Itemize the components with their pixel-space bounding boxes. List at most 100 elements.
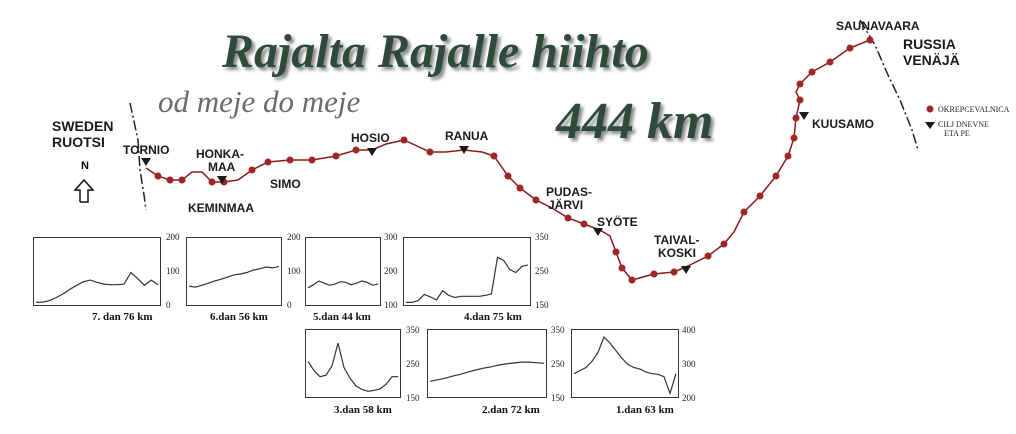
tick-label: 0 bbox=[166, 300, 171, 310]
elevation-line bbox=[35, 271, 159, 303]
country-label-russia: RUSSIA VENÄJÄ bbox=[903, 36, 960, 68]
checkpoint-dot bbox=[784, 152, 792, 160]
tick-label: 200 bbox=[287, 232, 301, 242]
elevation-profile bbox=[573, 336, 677, 396]
checkpoint-dot bbox=[618, 264, 626, 272]
place-honkamaa-line2: MAA bbox=[208, 160, 236, 174]
stage-end-group bbox=[141, 112, 809, 274]
tick-label: 100 bbox=[384, 300, 398, 310]
checkpoint-dot bbox=[332, 152, 340, 160]
stage-end-marker bbox=[217, 176, 227, 184]
elevation-line bbox=[406, 256, 529, 304]
page-title: Rajalta Rajalle hiihto bbox=[222, 25, 649, 78]
tick-label: 350 bbox=[406, 325, 420, 335]
elevation-profile bbox=[406, 256, 529, 304]
elevation-profile bbox=[35, 271, 159, 303]
elevation-panel-day1 bbox=[571, 329, 679, 398]
north-arrow bbox=[73, 178, 95, 203]
elevation-panel-day7 bbox=[33, 237, 161, 306]
checkpoint-dot bbox=[178, 176, 186, 184]
stage-label-day5: 5.dan 44 km bbox=[313, 311, 371, 323]
tick-label: 150 bbox=[535, 300, 549, 310]
place-taivalkoski-line2: KOSKI bbox=[658, 246, 697, 260]
sweden-border bbox=[129, 102, 147, 211]
tick-label: 250 bbox=[406, 359, 420, 369]
stage-label-day7: 7. dan 76 km bbox=[92, 311, 153, 323]
checkpoint-dot bbox=[426, 148, 434, 156]
checkpoint-dot bbox=[286, 156, 294, 164]
country-label-sweden: SWEDEN RUOTSI bbox=[52, 118, 113, 150]
checkpoint-dot bbox=[846, 44, 854, 52]
legend-stage-end-line2: ETA PE bbox=[944, 129, 970, 138]
country-name-ruotsi: RUOTSI bbox=[52, 134, 105, 150]
tick-label: 200 bbox=[166, 232, 180, 242]
elevation-panel-day4 bbox=[403, 237, 531, 306]
place-syote: SYÖTE bbox=[597, 215, 638, 229]
page-subtitle: od meje do meje bbox=[158, 84, 361, 119]
elevation-profile bbox=[188, 265, 280, 288]
stage-end-marker bbox=[141, 158, 151, 166]
place-simo: SIMO bbox=[270, 177, 301, 191]
elevation-panel-day5 bbox=[305, 237, 381, 306]
checkpoint-dot bbox=[796, 80, 804, 88]
stage-label-day6: 6.dan 56 km bbox=[210, 311, 268, 323]
checkpoint-dot bbox=[628, 276, 636, 284]
place-saunavaara: SAUNAVAARA bbox=[836, 19, 920, 33]
north-label: N bbox=[81, 160, 89, 172]
stage-label-day4: 4.dan 75 km bbox=[464, 311, 522, 323]
stage-label-day2: 2.dan 72 km bbox=[482, 404, 540, 416]
tick-label: 150 bbox=[551, 393, 565, 403]
stage-end-marker bbox=[459, 146, 469, 154]
tick-label: 300 bbox=[384, 232, 398, 242]
place-keminmaa: KEMINMAA bbox=[188, 201, 254, 215]
place-taivalkoski-line1: TAIVAL- bbox=[654, 233, 700, 247]
place-kuusamo: KUUSAMO bbox=[812, 117, 874, 131]
checkpoint-dot bbox=[720, 240, 728, 248]
tick-label: 150 bbox=[406, 393, 420, 403]
checkpoint-dot bbox=[248, 166, 256, 174]
checkpoint-dot bbox=[166, 176, 174, 184]
elevation-panel-day2 bbox=[427, 329, 547, 398]
legend-stage-end-line1: CILJ DNEVNE bbox=[938, 120, 989, 129]
tick-label: 400 bbox=[682, 325, 696, 335]
stage-end-marker bbox=[367, 148, 377, 156]
checkpoint-dot bbox=[826, 58, 834, 66]
tick-label: 350 bbox=[551, 325, 565, 335]
elevation-panel-day6 bbox=[186, 237, 282, 306]
stage-label-day3: 3.dan 58 km bbox=[334, 404, 392, 416]
tick-label: 100 bbox=[166, 266, 180, 276]
checkpoint-dot bbox=[208, 178, 216, 186]
tick-label: 100 bbox=[287, 266, 301, 276]
checkpoint-dot bbox=[532, 196, 540, 204]
place-tornio: TORNIO bbox=[123, 143, 170, 157]
place-hosio: HOSIO bbox=[351, 131, 390, 145]
route-line bbox=[145, 39, 871, 281]
checkpoint-dot bbox=[612, 248, 620, 256]
elevation-profile bbox=[429, 361, 545, 382]
place-pudasjarvi-line1: PUDAS- bbox=[546, 185, 593, 199]
stage-label-day1: 1.dan 63 km bbox=[616, 404, 674, 416]
checkpoint-dot bbox=[400, 136, 408, 144]
checkpoint-dot bbox=[756, 192, 764, 200]
checkpoint-dot bbox=[790, 134, 798, 142]
elevation-line bbox=[429, 361, 545, 382]
place-ranua: RANUA bbox=[445, 129, 489, 143]
checkpoint-dot bbox=[650, 270, 658, 278]
elevation-line bbox=[188, 265, 280, 288]
country-name-russia: RUSSIA bbox=[903, 36, 956, 52]
elevation-panel-day3 bbox=[305, 329, 401, 398]
checkpoint-dot bbox=[740, 208, 748, 216]
elevation-line bbox=[573, 336, 677, 396]
tick-label: 0 bbox=[287, 300, 292, 310]
place-pudasjarvi: PUDAS- JÄRVI bbox=[546, 186, 592, 212]
tick-label: 250 bbox=[535, 266, 549, 276]
checkpoint-dot bbox=[490, 152, 498, 160]
checkpoint-dot bbox=[516, 184, 524, 192]
checkpoint-dot bbox=[704, 252, 712, 260]
checkpoint-dot bbox=[504, 172, 512, 180]
tick-label: 300 bbox=[682, 359, 696, 369]
stage-end-marker bbox=[593, 228, 603, 236]
tick-label: 350 bbox=[535, 232, 549, 242]
